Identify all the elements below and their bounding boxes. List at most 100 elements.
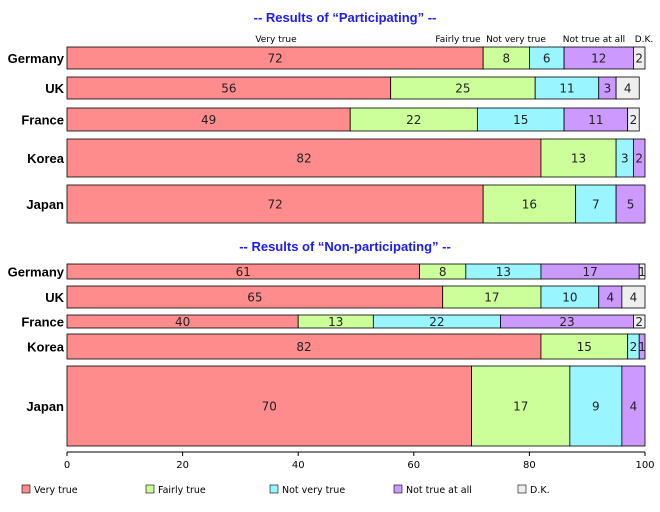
legend-swatch: [145, 484, 155, 494]
legend-label: Fairly true: [158, 485, 206, 496]
bar-segment: [633, 46, 646, 70]
data-label: 4: [624, 82, 632, 96]
data-label: 4: [630, 400, 638, 414]
data-label: 16: [522, 198, 537, 212]
category-label: Japan: [26, 399, 64, 414]
legend-label: Not very true: [282, 485, 345, 496]
data-label: 17: [582, 265, 597, 279]
bar-segment: [621, 365, 646, 447]
data-label: 10: [562, 291, 577, 305]
bar-segment: [66, 365, 473, 447]
legend: Very true Fairly true Not very true Not tru…: [21, 484, 550, 496]
column-header: Fairly true: [435, 35, 481, 45]
bar-segment: [471, 365, 571, 447]
panel-title: -- Results of “Non-participating” --: [239, 239, 451, 254]
bar-segment: [615, 184, 646, 224]
bar-segment: [615, 76, 640, 100]
category-label: UK: [45, 290, 64, 305]
data-label: 4: [630, 291, 638, 305]
data-label: 23: [559, 315, 574, 329]
data-label: 13: [328, 315, 343, 329]
data-label: 65: [247, 291, 262, 305]
data-label: 8: [439, 265, 447, 279]
column-header: Not very true: [486, 35, 546, 45]
data-label: 82: [296, 340, 311, 354]
column-header: Very true: [255, 35, 297, 45]
data-label: 6: [543, 52, 551, 66]
data-label: 2: [635, 315, 643, 329]
bar-segment: [621, 285, 646, 309]
tick-label: 0: [64, 460, 70, 471]
category-label: Germany: [8, 265, 65, 280]
bar-segment: [540, 138, 617, 178]
data-label: 15: [577, 340, 592, 354]
legend-label: D.K.: [530, 485, 550, 496]
data-label: 72: [267, 52, 282, 66]
data-label: 3: [621, 152, 629, 166]
data-label: 13: [496, 265, 511, 279]
data-label: 22: [406, 113, 421, 127]
bar-segment: [66, 138, 542, 178]
panel-title: -- Results of “Participating” --: [254, 10, 437, 25]
data-label: 9: [592, 400, 600, 414]
tick-label: 20: [176, 460, 189, 471]
category-label: Korea: [27, 151, 65, 166]
bar-segment: [638, 263, 646, 280]
data-label: 12: [591, 52, 606, 66]
data-label: 61: [236, 265, 251, 279]
panel-participating: -- Results of “Participating” -- Very tru…: [8, 10, 654, 224]
bar-segment: [569, 365, 623, 447]
category-label: UK: [45, 81, 64, 96]
data-label: 8: [502, 52, 510, 66]
legend-swatch: [393, 484, 403, 494]
data-label: 40: [175, 315, 190, 329]
data-label: 1: [638, 265, 646, 279]
legend-label: Not true at all: [406, 485, 472, 496]
data-label: 82: [296, 152, 311, 166]
data-label: 11: [559, 82, 574, 96]
data-label: 2: [635, 152, 643, 166]
bar-segment: [627, 107, 640, 132]
data-label: 2: [630, 340, 638, 354]
legend-swatch: [21, 484, 31, 494]
panel-non-participating: -- Results of “Non-participating” -- Germ…: [8, 239, 646, 447]
tick-label: 80: [523, 460, 536, 471]
legend-swatch: [517, 484, 527, 494]
bar-segment: [633, 138, 646, 178]
data-label: 17: [484, 291, 499, 305]
data-label: 5: [627, 198, 635, 212]
column-header: D.K.: [635, 35, 654, 45]
bar-segment: [633, 314, 646, 329]
category-label: France: [21, 113, 64, 128]
data-label: 25: [455, 82, 470, 96]
legend-swatch: [269, 484, 279, 494]
data-label: 49: [201, 113, 216, 127]
bar-segment: [66, 333, 542, 360]
data-label: 2: [630, 113, 638, 127]
bar-segment: [482, 184, 577, 224]
data-label: 13: [571, 152, 586, 166]
data-label: 15: [513, 113, 528, 127]
data-label: 70: [262, 400, 277, 414]
data-label: 1: [638, 340, 646, 354]
tick-label: 100: [635, 460, 654, 471]
data-label: 7: [592, 198, 600, 212]
x-axis: 0 20 40 60 80 100: [64, 451, 655, 471]
category-label: Germany: [8, 51, 65, 66]
column-header: Not true at all: [563, 35, 625, 45]
data-label: 4: [606, 291, 614, 305]
data-label: 11: [588, 113, 603, 127]
category-label: France: [21, 315, 64, 330]
data-label: 22: [429, 315, 444, 329]
data-label: 2: [635, 52, 643, 66]
tick-label: 60: [407, 460, 420, 471]
data-label: 17: [513, 400, 528, 414]
bar-segment: [638, 333, 646, 360]
legend-label: Very true: [34, 485, 78, 496]
data-label: 72: [267, 198, 282, 212]
bar-segment: [575, 184, 617, 224]
data-label: 56: [221, 82, 236, 96]
data-label: 3: [604, 82, 612, 96]
tick-label: 40: [292, 460, 305, 471]
